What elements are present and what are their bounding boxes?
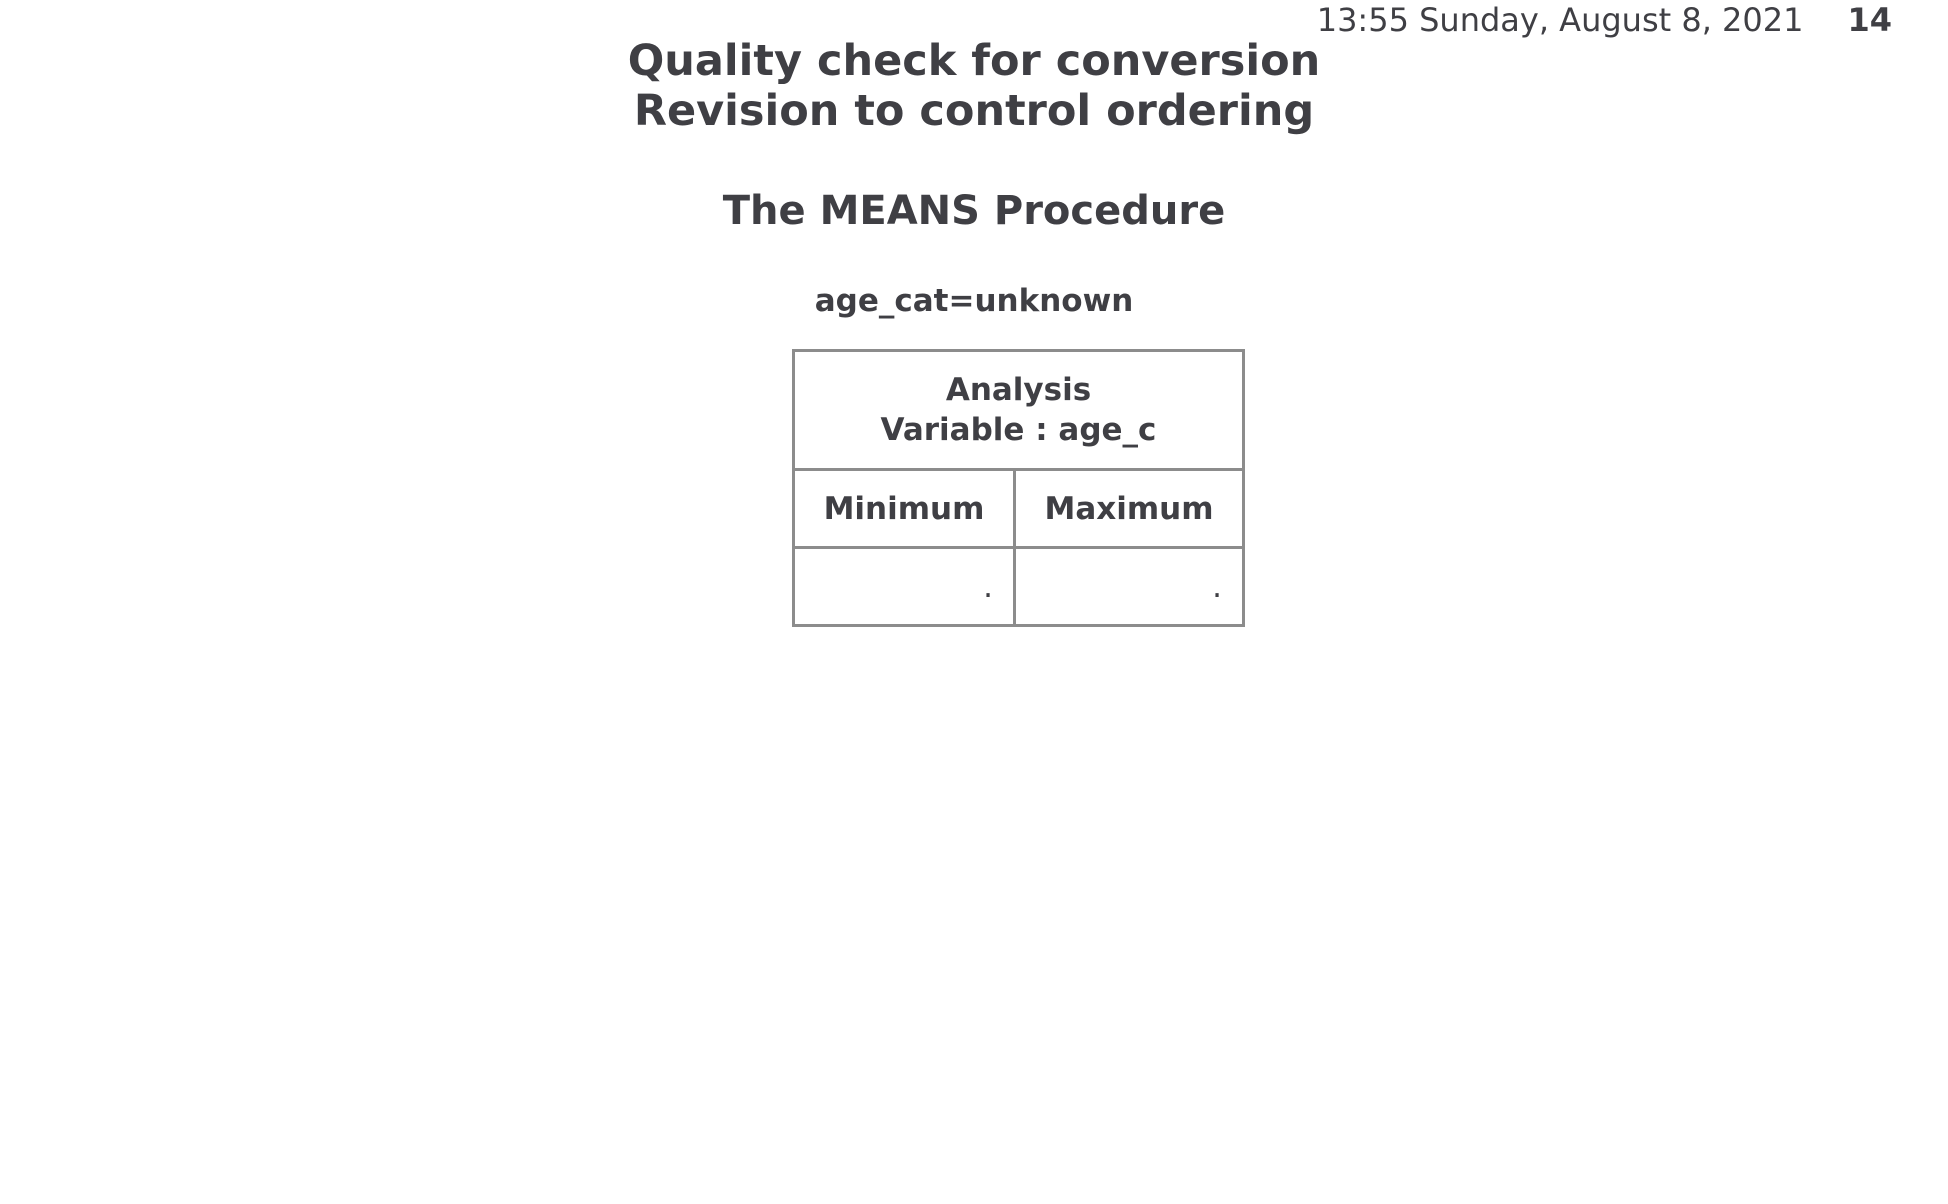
analysis-header-line-2: Variable : age_c bbox=[880, 412, 1157, 448]
title-line-1: Quality check for conversion bbox=[627, 36, 1321, 86]
statistics-table: Analysis Variable : age_c Minimum Maximu… bbox=[792, 349, 1245, 627]
cell-maximum: . bbox=[1013, 546, 1245, 627]
title-line-2: Revision to control ordering bbox=[633, 86, 1315, 136]
table-header-row: Analysis Variable : age_c bbox=[792, 349, 1245, 471]
timestamp: 13:55 Sunday, August 8, 2021 bbox=[1316, 1, 1804, 39]
column-header-maximum: Maximum bbox=[1013, 468, 1245, 549]
page-number: 14 bbox=[1847, 1, 1892, 39]
column-header-minimum: Minimum bbox=[792, 468, 1016, 549]
by-group-label: age_cat=unknown bbox=[814, 283, 1134, 319]
table-row: . . bbox=[792, 546, 1245, 627]
report-titles: Quality check for conversion Revision to… bbox=[0, 36, 1948, 136]
page-header: 13:55 Sunday, August 8, 2021 14 bbox=[1317, 0, 1892, 40]
column-header-row: Minimum Maximum bbox=[792, 468, 1245, 549]
analysis-header-line-1: Analysis bbox=[945, 372, 1092, 408]
procedure-title: The MEANS Procedure bbox=[722, 188, 1226, 234]
analysis-variable-header: Analysis Variable : age_c bbox=[792, 349, 1245, 471]
cell-minimum: . bbox=[792, 546, 1016, 627]
